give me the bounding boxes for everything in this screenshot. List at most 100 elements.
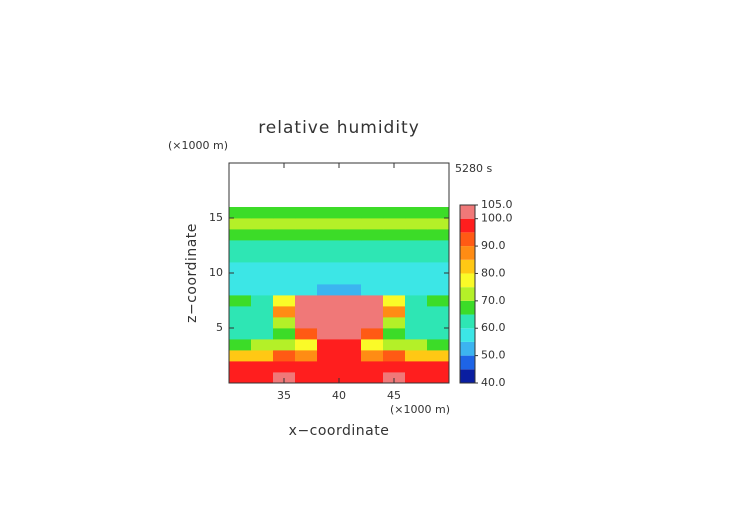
field-cell: [405, 240, 428, 252]
field-cell: [229, 207, 252, 219]
field-cell: [339, 306, 362, 318]
field-cell: [273, 350, 296, 362]
field-cell: [295, 229, 318, 241]
field-cell: [295, 350, 318, 362]
field-cell: [273, 284, 296, 296]
colorbar-label: 80.0: [481, 266, 506, 279]
field-cell: [295, 284, 318, 296]
field-cell: [405, 251, 428, 263]
field-cell: [339, 295, 362, 307]
field-cell: [317, 328, 340, 340]
field-cell: [251, 251, 274, 263]
x-tick-label: 45: [387, 389, 401, 402]
colorbar-band: [460, 287, 475, 301]
field-cell: [273, 295, 296, 307]
field-cell: [251, 295, 274, 307]
field-cell: [229, 306, 252, 318]
field-cell: [383, 207, 406, 219]
field-cell: [251, 350, 274, 362]
field-cell: [361, 317, 384, 329]
field-cell: [317, 361, 340, 373]
y-tick-label: 5: [216, 321, 223, 334]
field-cell: [361, 328, 384, 340]
field-cell: [273, 317, 296, 329]
colorbar-band: [460, 314, 475, 329]
field-cell: [361, 273, 384, 285]
field-cell: [361, 229, 384, 241]
field-cell: [295, 273, 318, 285]
field-cell: [251, 262, 274, 274]
field-cell: [295, 328, 318, 340]
field-cell: [273, 240, 296, 252]
field-cell: [405, 328, 428, 340]
field-cell: [339, 317, 362, 329]
x-unit: (×1000 m): [390, 403, 450, 416]
colorbar-label: 40.0: [481, 376, 506, 389]
field-cell: [317, 317, 340, 329]
field-cell: [405, 350, 428, 362]
field-cell: [383, 240, 406, 252]
field-cell: [361, 295, 384, 307]
field-cell: [273, 361, 296, 373]
field-cell: [295, 218, 318, 230]
field-cell: [251, 361, 274, 373]
field-cell: [295, 295, 318, 307]
field-cell: [405, 317, 428, 329]
field-cell: [317, 295, 340, 307]
field-cell: [317, 262, 340, 274]
colorbar-label: 90.0: [481, 239, 506, 252]
field-cell: [383, 229, 406, 241]
x-axis-title: x−coordinate: [289, 423, 390, 439]
field-cell: [339, 229, 362, 241]
field-cell: [317, 229, 340, 241]
field-cell: [229, 273, 252, 285]
y-unit: (×1000 m): [168, 139, 228, 152]
field-cell: [273, 262, 296, 274]
colorbar-band: [460, 273, 475, 288]
field-cell: [295, 207, 318, 219]
field-cell: [229, 328, 252, 340]
field-cell: [229, 317, 252, 329]
field-cell: [229, 339, 252, 351]
field-cell: [339, 361, 362, 373]
field-cell: [229, 218, 252, 230]
colorbar-label: 60.0: [481, 321, 506, 334]
field-cell: [405, 218, 428, 230]
colorbar-label: 105.0: [481, 198, 513, 211]
field-cell: [273, 229, 296, 241]
field-cell: [339, 262, 362, 274]
time-label: 5280 s: [455, 162, 492, 175]
field-cell: [405, 361, 428, 373]
colorbar-band: [460, 259, 475, 274]
field-cell: [427, 207, 450, 219]
field-cell: [295, 317, 318, 329]
field-cell: [317, 240, 340, 252]
field-cell: [361, 240, 384, 252]
field-cell: [383, 306, 406, 318]
field-cell: [251, 372, 274, 384]
field-cell: [361, 339, 384, 351]
field-cell: [229, 262, 252, 274]
field-cell: [229, 372, 252, 384]
field-cell: [427, 218, 450, 230]
field-cell: [273, 273, 296, 285]
field-cell: [339, 218, 362, 230]
field-cell: [383, 339, 406, 351]
field-cell: [405, 273, 428, 285]
field-cell: [229, 295, 252, 307]
field-cell: [361, 284, 384, 296]
field-cell: [317, 207, 340, 219]
field-cell: [427, 229, 450, 241]
colorbar-band: [460, 205, 475, 219]
field-cell: [361, 207, 384, 219]
field-cell: [251, 273, 274, 285]
field-cell: [339, 339, 362, 351]
field-cell: [229, 229, 252, 241]
field-cell: [383, 328, 406, 340]
field-cell: [405, 295, 428, 307]
colorbar-band: [460, 355, 475, 370]
field-cell: [295, 262, 318, 274]
field-cell: [427, 251, 450, 263]
field-cell: [383, 350, 406, 362]
